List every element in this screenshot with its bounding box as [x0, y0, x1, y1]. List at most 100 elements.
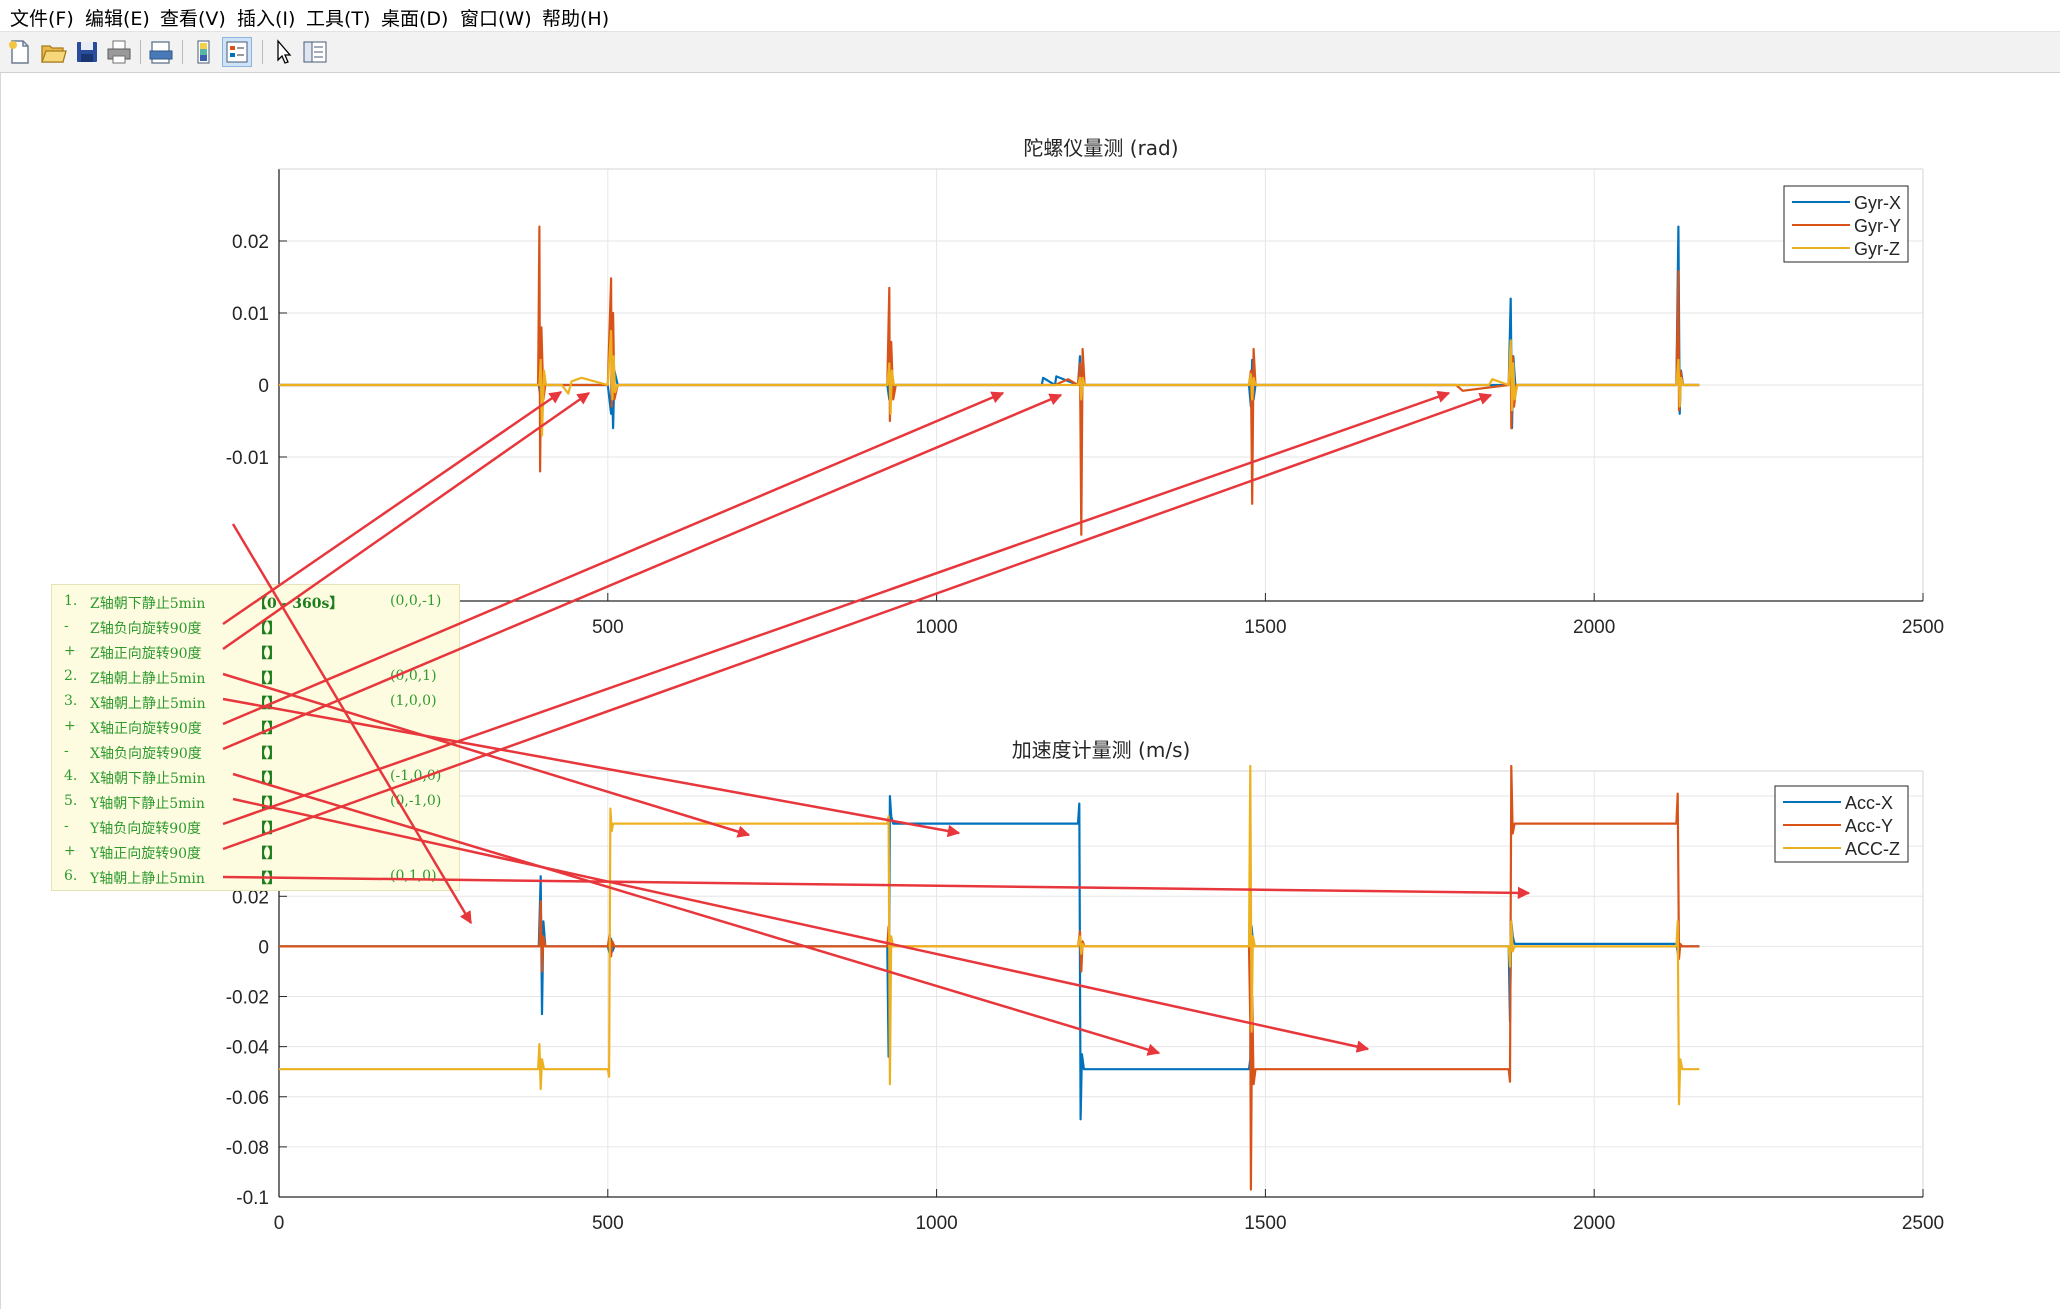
- time-range: 【0 - 360s】: [253, 596, 344, 612]
- gyro-plot: 050010001500200025000.020.010-0.01陀螺仪量测 …: [226, 136, 1944, 638]
- step-text: Y轴朝下静止5min: [90, 796, 205, 812]
- step-number: 2.: [64, 668, 78, 684]
- menu-help[interactable]: 帮助(H): [542, 8, 610, 30]
- gravity-vector: (0,-1,0): [390, 793, 442, 809]
- x-tick-label: 0: [274, 1213, 285, 1234]
- colorbar-icon[interactable]: [189, 37, 219, 67]
- print-preview-icon[interactable]: [146, 37, 176, 67]
- step-text: X轴朝下静止5min: [90, 771, 206, 787]
- y-tick-label: -0.1: [236, 1188, 269, 1209]
- time-range: 【】: [253, 621, 281, 637]
- new-figure-icon[interactable]: [4, 37, 34, 67]
- time-range: 【】: [253, 696, 281, 712]
- menu-tools[interactable]: 工具(T): [306, 8, 371, 30]
- time-range: 【】: [253, 646, 281, 662]
- time-range: 【】: [253, 871, 281, 887]
- property-inspector-icon[interactable]: [300, 37, 330, 67]
- edit-plot-pointer-icon[interactable]: [268, 37, 298, 67]
- step-text: Y轴朝上静止5min: [90, 871, 205, 887]
- legend-box: [1774, 785, 1909, 863]
- time-range: 【】: [253, 846, 281, 862]
- y-tick-label: -0.04: [226, 1038, 270, 1059]
- toolbar-separator: [140, 40, 141, 64]
- step-text: Y轴负向旋转90度: [90, 821, 202, 837]
- step-number: +: [64, 643, 76, 659]
- step-text: Z轴朝上静止5min: [90, 671, 206, 687]
- legend-label: Gyr-X: [1854, 193, 1901, 213]
- step-text: Z轴负向旋转90度: [90, 621, 202, 637]
- y-tick-label: -0.02: [226, 988, 269, 1009]
- x-tick-label: 2000: [1573, 1213, 1615, 1234]
- time-range: 【】: [253, 821, 281, 837]
- x-tick-label: 1000: [915, 617, 957, 638]
- toolbar-separator: [182, 40, 183, 64]
- menu-edit[interactable]: 编辑(E): [85, 8, 150, 30]
- y-tick-label: -0.08: [226, 1138, 269, 1159]
- toolbar-separator: [262, 40, 263, 64]
- save-icon[interactable]: [72, 37, 102, 67]
- menu-desktop[interactable]: 桌面(D): [381, 8, 449, 30]
- accel-plot: 050010001500200025000.060.040.020-0.02-0…: [226, 738, 1944, 1234]
- menu-file[interactable]: 文件(F): [10, 8, 74, 30]
- y-tick-label: 0: [258, 376, 269, 397]
- x-tick-label: 500: [592, 1213, 624, 1234]
- gravity-vector: (-1,0,0): [390, 768, 442, 784]
- legend-label: Gyr-Y: [1854, 216, 1901, 236]
- step-number: -: [64, 618, 69, 634]
- step-number: 3.: [64, 693, 78, 709]
- time-range: 【】: [253, 796, 281, 812]
- figure-canvas: 0 500 1000 1500 2000 2500 0.02 0.01 0 -0.01 陀螺仪量测 …: [0, 73, 2060, 1309]
- menu-bar: 文件(F) 编辑(E) 查看(V) 插入(I) 工具(T) 桌面(D) 窗口(W…: [0, 0, 2060, 32]
- legend-label: ACC-Z: [1845, 839, 1900, 859]
- legend-label: Acc-Y: [1845, 816, 1893, 836]
- step-text: Z轴正向旋转90度: [90, 646, 202, 662]
- x-tick-label: 1500: [1244, 617, 1286, 638]
- y-tick-label: 0.02: [232, 232, 269, 253]
- legend: Acc-X Acc-Y ACC-Z: [1774, 785, 1909, 863]
- y-tick-label: -0.06: [226, 1088, 269, 1109]
- step-text: X轴朝上静止5min: [90, 696, 206, 712]
- series-line-gyr-z: [279, 329, 1700, 437]
- legend-icon[interactable]: [222, 37, 252, 67]
- time-range: 【】: [253, 721, 281, 737]
- y-tick-label: 0: [258, 937, 269, 958]
- gravity-vector: (0,0,-1): [390, 593, 442, 609]
- legend-label: Gyr-Z: [1854, 239, 1900, 259]
- chart-title: 陀螺仪量测 (rad): [1023, 136, 1178, 160]
- legend: Gyr-X Gyr-Y Gyr-Z: [1783, 185, 1909, 263]
- step-number: 5.: [64, 793, 78, 809]
- step-number: +: [64, 718, 76, 734]
- x-tick-label: 2000: [1573, 617, 1615, 638]
- step-number: -: [64, 743, 69, 759]
- y-tick-label: -0.01: [226, 448, 269, 469]
- step-text: Y轴正向旋转90度: [90, 846, 202, 862]
- time-range: 【】: [253, 771, 281, 787]
- step-text: X轴负向旋转90度: [90, 746, 202, 762]
- gravity-vector: (0,1,0): [390, 868, 437, 884]
- x-tick-label: 2500: [1902, 1213, 1944, 1234]
- legend-label: Acc-X: [1845, 793, 1893, 813]
- menu-window[interactable]: 窗口(W): [460, 8, 532, 30]
- step-number: -: [64, 818, 69, 834]
- step-text: Z轴朝下静止5min: [90, 596, 206, 612]
- x-tick-label: 1000: [915, 1213, 957, 1234]
- annotation-textbox[interactable]: 1. Z轴朝下静止5min 【0 - 360s】 (0,0,-1) - Z轴负向旋转90…: [51, 584, 460, 891]
- step-text: X轴正向旋转90度: [90, 721, 202, 737]
- time-range: 【】: [253, 746, 281, 762]
- x-tick-label: 2500: [1902, 617, 1944, 638]
- step-number: 1.: [64, 593, 78, 609]
- print-icon[interactable]: [104, 37, 134, 67]
- open-file-icon[interactable]: [38, 37, 68, 67]
- menu-insert[interactable]: 插入(I): [237, 8, 296, 30]
- x-tick-label: 500: [592, 617, 624, 638]
- gravity-vector: (0,0,1): [390, 668, 437, 684]
- time-range: 【】: [253, 671, 281, 687]
- x-tick-label: 1500: [1244, 1213, 1286, 1234]
- step-number: 6.: [64, 868, 78, 884]
- gravity-vector: (1,0,0): [390, 693, 437, 709]
- step-number: 4.: [64, 768, 78, 784]
- step-number: +: [64, 843, 76, 859]
- chart-title: 加速度计量测 (m/s): [1012, 738, 1191, 762]
- menu-view[interactable]: 查看(V): [160, 8, 226, 30]
- figure-toolbar: [0, 32, 2060, 73]
